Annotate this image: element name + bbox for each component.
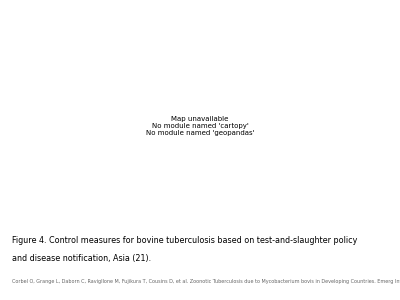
- Text: and disease notification, Asia (21).: and disease notification, Asia (21).: [12, 254, 151, 263]
- Text: Map unavailable
No module named 'cartopy'
No module named 'geopandas': Map unavailable No module named 'cartopy…: [146, 116, 254, 136]
- Text: Corbel O, Grange L, Daborn C, Ravigllone M, Fujikura T, Cousins D, et al. Zoonot: Corbel O, Grange L, Daborn C, Ravigllone…: [12, 279, 400, 284]
- Text: Figure 4. Control measures for bovine tuberculosis based on test-and-slaughter p: Figure 4. Control measures for bovine tu…: [12, 236, 357, 245]
